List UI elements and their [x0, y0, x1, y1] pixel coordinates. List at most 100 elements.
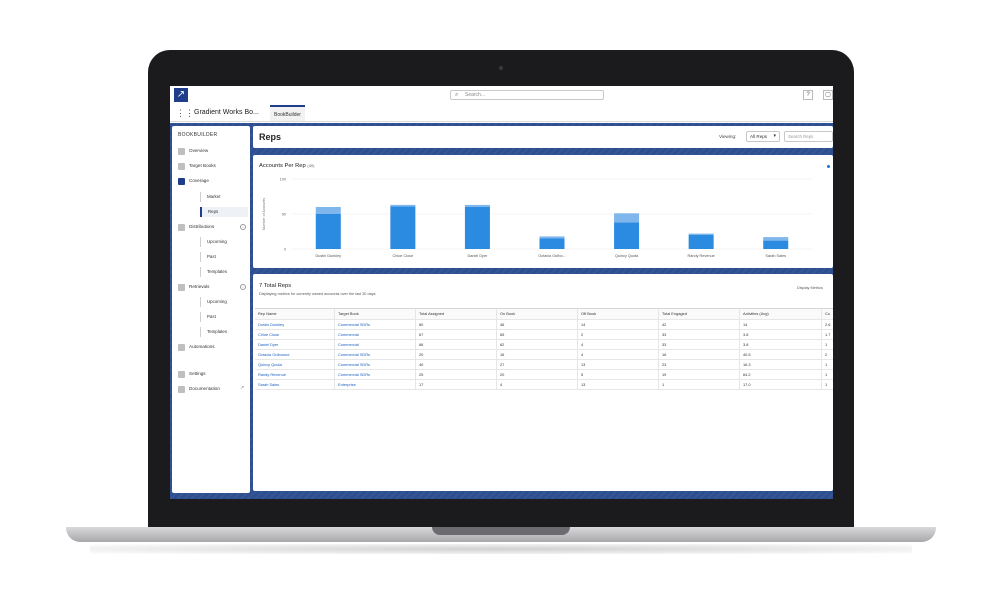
- help-button[interactable]: ?: [803, 90, 813, 100]
- target-book-link[interactable]: Enterprise: [335, 380, 416, 389]
- target-book-link[interactable]: Commercial: [335, 330, 416, 339]
- retrieval-icon: [178, 284, 185, 291]
- table-cell: 1.7: [825, 332, 831, 337]
- info-icon[interactable]: i: [240, 284, 246, 290]
- sidebar-item-retrievals[interactable]: Retrievals: [178, 282, 248, 292]
- chart-title: Accounts Per Rep (49): [259, 163, 314, 169]
- rep-search-input[interactable]: Search Reps: [784, 131, 833, 142]
- table-cell: 16: [659, 350, 740, 359]
- screen: ↗ ⌕ Search... ? ▢ ⋮⋮ Gradient Works Bo..…: [170, 86, 833, 499]
- rep-name-link[interactable]: Randy Revenue: [255, 370, 335, 379]
- overview-icon: [178, 148, 185, 155]
- table-cell: 3.8: [740, 330, 822, 339]
- x-tick-label: Quincy Quota: [615, 254, 639, 258]
- rep-name-link[interactable]: Daniel Dyer: [255, 340, 335, 349]
- chevron-down-icon: ▾: [773, 133, 776, 139]
- x-tick-label: Daniel Dyer: [468, 254, 489, 258]
- camera-icon: [499, 66, 503, 70]
- column-header[interactable]: Rep Name: [255, 309, 335, 319]
- table-cell: 19: [659, 370, 740, 379]
- accounts-per-rep-chart-card: Accounts Per Rep (49) 0 50 100 Number of Ac…: [253, 155, 833, 268]
- table-cell: 23: [659, 360, 740, 369]
- table-row[interactable]: Randy Revenue Commercial SDRs 25 20 5 19 64.2 1: [255, 370, 833, 380]
- table-cell: 25: [416, 370, 497, 379]
- coverage-icon: [178, 178, 185, 185]
- sidebar-item-automations[interactable]: Automations: [178, 342, 248, 352]
- bar-segment-0: [464, 207, 490, 249]
- bar-segment-0: [539, 238, 565, 249]
- y-tick-label: 100: [280, 178, 286, 182]
- table-cell: 46: [497, 320, 578, 329]
- app-logo-icon[interactable]: ↗: [174, 88, 188, 102]
- sidebar-sub-dist-templates[interactable]: Templates: [200, 267, 248, 277]
- rep-name-link[interactable]: Octavia Outbound: [255, 350, 335, 359]
- target-book-link[interactable]: Commercial: [335, 340, 416, 349]
- table-cell: 27: [497, 360, 578, 369]
- table-cell: 13: [578, 380, 659, 389]
- display-metrics-button[interactable]: Display Metrics: [797, 286, 823, 290]
- sidebar-sub-dist-upcoming[interactable]: Upcoming: [200, 237, 248, 247]
- bar-segment-0: [614, 222, 640, 249]
- target-book-link[interactable]: Commercial SDRs: [335, 320, 416, 329]
- table-row[interactable]: Octavia Outbound Commercial SDRs 20 16 4 16 40…: [255, 350, 833, 360]
- sidebar-sub-dist-past[interactable]: Past: [200, 252, 248, 262]
- table-row[interactable]: Daniel Dyer Commercial 66 62 4 33 3.8 1: [255, 340, 833, 350]
- table-row[interactable]: Dustin Dunkley Commercial SDRs 60 46 14 42 14 2…: [255, 320, 833, 330]
- column-header[interactable]: On Book: [497, 309, 578, 319]
- table-cell: 1: [825, 382, 828, 387]
- target-book-link[interactable]: Commercial SDRs: [335, 370, 416, 379]
- table-row[interactable]: Chloe Close Commercial 67 65 2 33 3.8 1.7: [255, 330, 833, 340]
- sidebar-item-label: Documentation: [189, 386, 220, 391]
- viewing-select[interactable]: All Reps ▾: [746, 131, 780, 142]
- sidebar-sub-ret-templates[interactable]: Templates: [200, 327, 248, 337]
- sidebar-item-settings[interactable]: Settings: [178, 369, 248, 379]
- sidebar-item-documentation[interactable]: Documentation: [178, 384, 248, 394]
- sidebar-item-distributions[interactable]: Distributions: [178, 222, 248, 232]
- rep-name-link[interactable]: Quincy Quota: [255, 360, 335, 369]
- rep-name-link[interactable]: Chloe Close: [255, 330, 335, 339]
- rep-name-link[interactable]: Sarah Sales: [255, 380, 335, 389]
- table-cell: 20: [497, 370, 578, 379]
- search-placeholder: Search...: [465, 92, 486, 98]
- sidebar-sub-market[interactable]: Market: [200, 192, 248, 202]
- sidebar-item-target-books[interactable]: Target Books: [178, 161, 248, 171]
- table-subtitle: Displaying metrics for currently owned a…: [259, 292, 376, 296]
- table-cell: 64.2: [740, 370, 822, 379]
- sidebar-title: BOOKBUILDER: [178, 132, 218, 138]
- table-row[interactable]: Quincy Quota Commercial SDRs 40 27 13 23 16.3 1: [255, 360, 833, 370]
- table-cell: 42: [659, 320, 740, 329]
- column-header[interactable]: Activities (Avg): [740, 309, 822, 319]
- viewing-value: All Reps: [750, 134, 768, 139]
- info-icon[interactable]: i: [240, 224, 246, 230]
- target-book-link[interactable]: Commercial SDRs: [335, 360, 416, 369]
- table-row[interactable]: Sarah Sales Enterprise 17 4 13 1 17.0 1: [255, 380, 833, 390]
- bar-segment-0: [763, 240, 789, 249]
- global-header: ↗ ⌕ Search... ? ▢: [170, 86, 833, 104]
- sidebar-sub-reps[interactable]: Reps: [200, 207, 248, 217]
- sidebar-sub-ret-upcoming[interactable]: Upcoming: [200, 297, 248, 307]
- sidebar-item-coverage[interactable]: Coverage: [178, 176, 248, 186]
- sidebar-sub-ret-past[interactable]: Past: [200, 312, 248, 322]
- y-axis-label: Number of Accounts: [262, 198, 266, 231]
- column-header[interactable]: Total Assigned: [416, 309, 497, 319]
- x-tick-label: Dustin Dunkley: [316, 254, 342, 258]
- sidebar-item-overview[interactable]: Overview: [178, 146, 248, 156]
- tab-bookbuilder[interactable]: BookBuilder: [270, 105, 305, 121]
- sidebar-item-label: Target Books: [189, 163, 216, 168]
- column-header[interactable]: Off Book: [578, 309, 659, 319]
- sidebar: BOOKBUILDER Overview Target Books Covera…: [172, 126, 250, 493]
- app-launcher-icon[interactable]: ⋮⋮: [176, 108, 194, 118]
- global-search-input[interactable]: ⌕ Search...: [450, 90, 604, 100]
- column-header[interactable]: Target Book: [335, 309, 416, 319]
- user-menu-button[interactable]: ▢: [823, 90, 833, 100]
- rep-name-link[interactable]: Dustin Dunkley: [255, 320, 335, 329]
- app-nav-bar: ⋮⋮ Gradient Works Bo... BookBuilder: [170, 104, 833, 122]
- book-icon: [178, 163, 185, 170]
- document-icon: [178, 386, 185, 393]
- table-cell: 14: [740, 320, 822, 329]
- chart-menu-icon[interactable]: [827, 165, 830, 168]
- column-header[interactable]: Co: [825, 311, 830, 316]
- target-book-link[interactable]: Commercial SDRs: [335, 350, 416, 359]
- table-cell: 16.3: [740, 360, 822, 369]
- column-header[interactable]: Total Engaged: [659, 309, 740, 319]
